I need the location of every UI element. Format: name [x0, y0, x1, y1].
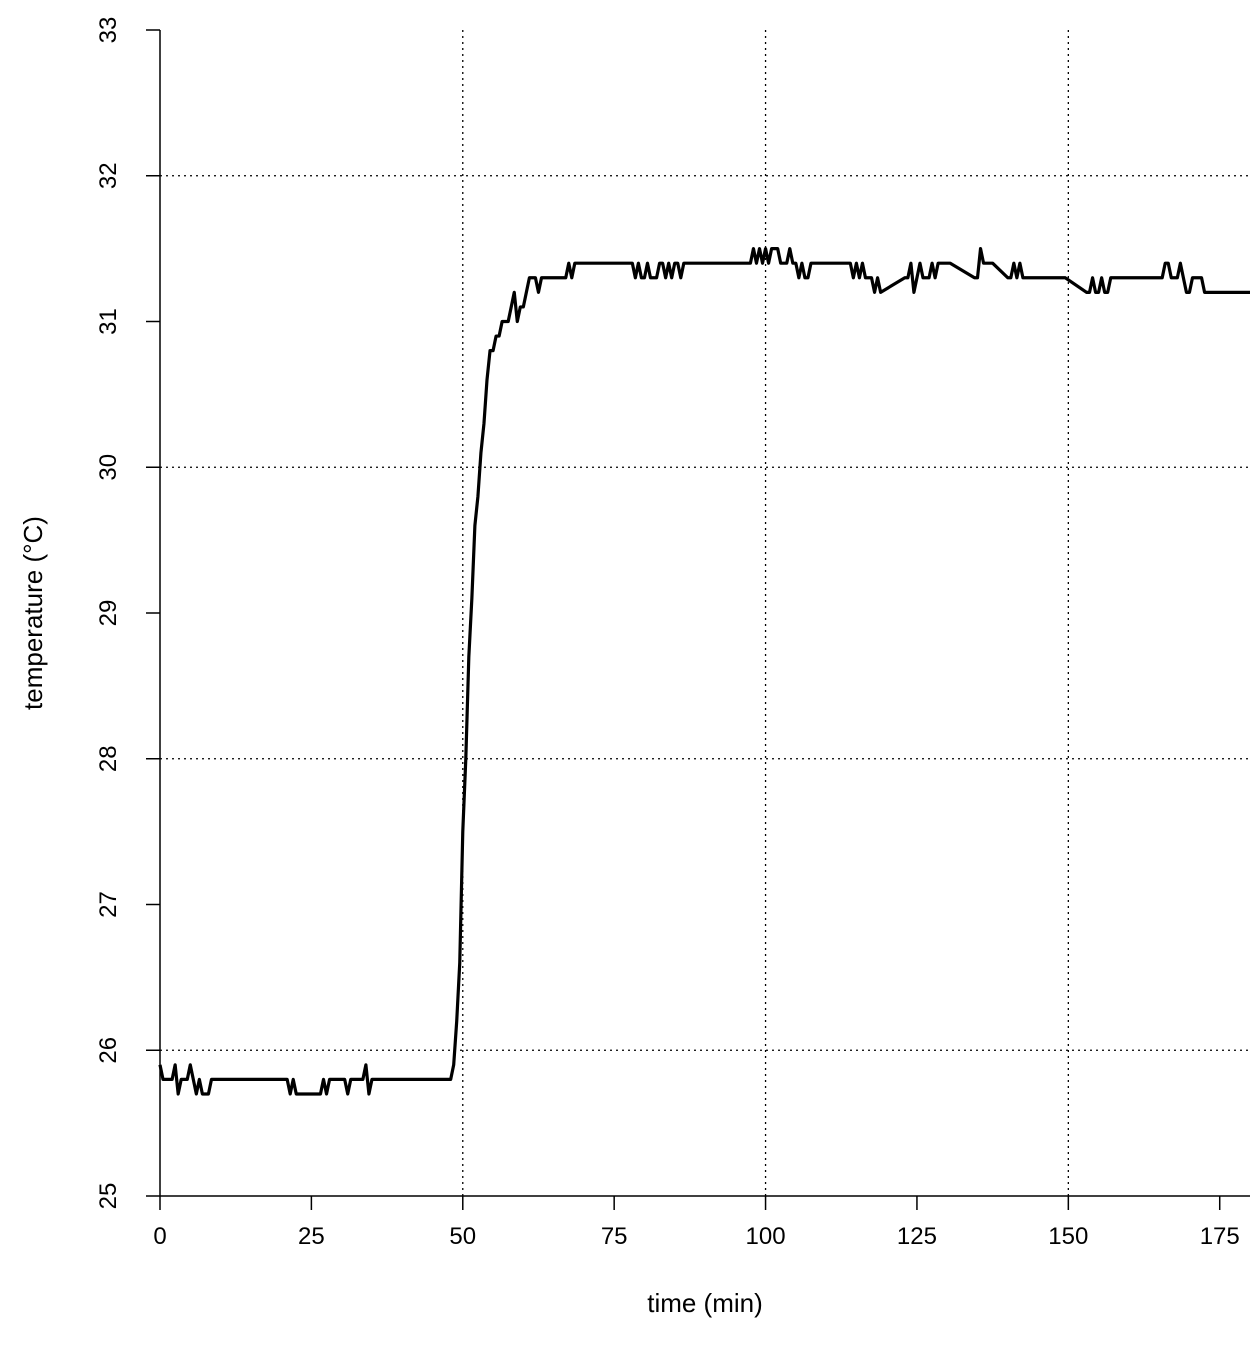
x-tick-label-100: 100 — [746, 1223, 786, 1250]
y-tick-label-25: 25 — [95, 1183, 122, 1210]
x-axis-label: time (min) — [647, 1288, 763, 1318]
y-axis-label: temperature (°C) — [18, 516, 48, 710]
y-tick-label-29: 29 — [95, 600, 122, 627]
x-tick-label-0: 0 — [153, 1223, 166, 1250]
series-line-0 — [158, 247, 1250, 1096]
x-tick-label-175: 175 — [1200, 1223, 1240, 1250]
x-tick-label-50: 50 — [449, 1223, 476, 1250]
y-tick-label-32: 32 — [95, 162, 122, 189]
x-tick-label-150: 150 — [1048, 1223, 1088, 1250]
y-tick-label-33: 33 — [95, 17, 122, 44]
y-tick-label-27: 27 — [95, 891, 122, 918]
y-tick-label-26: 26 — [95, 1037, 122, 1064]
grid-lines — [160, 30, 1250, 1196]
y-tick-label-31: 31 — [95, 308, 122, 335]
y-tick-label-28: 28 — [95, 745, 122, 772]
y-tick-label-30: 30 — [95, 454, 122, 481]
tick-marks-and-labels: 0 25 50 75 100 125 150 175 25 26 27 28 29 30 31 32 33 — [95, 17, 1240, 1250]
axes — [159, 30, 1250, 1197]
x-tick-label-75: 75 — [601, 1223, 628, 1250]
x-tick-label-25: 25 — [298, 1223, 325, 1250]
data-series — [158, 247, 1250, 1096]
x-tick-label-125: 125 — [897, 1223, 937, 1250]
